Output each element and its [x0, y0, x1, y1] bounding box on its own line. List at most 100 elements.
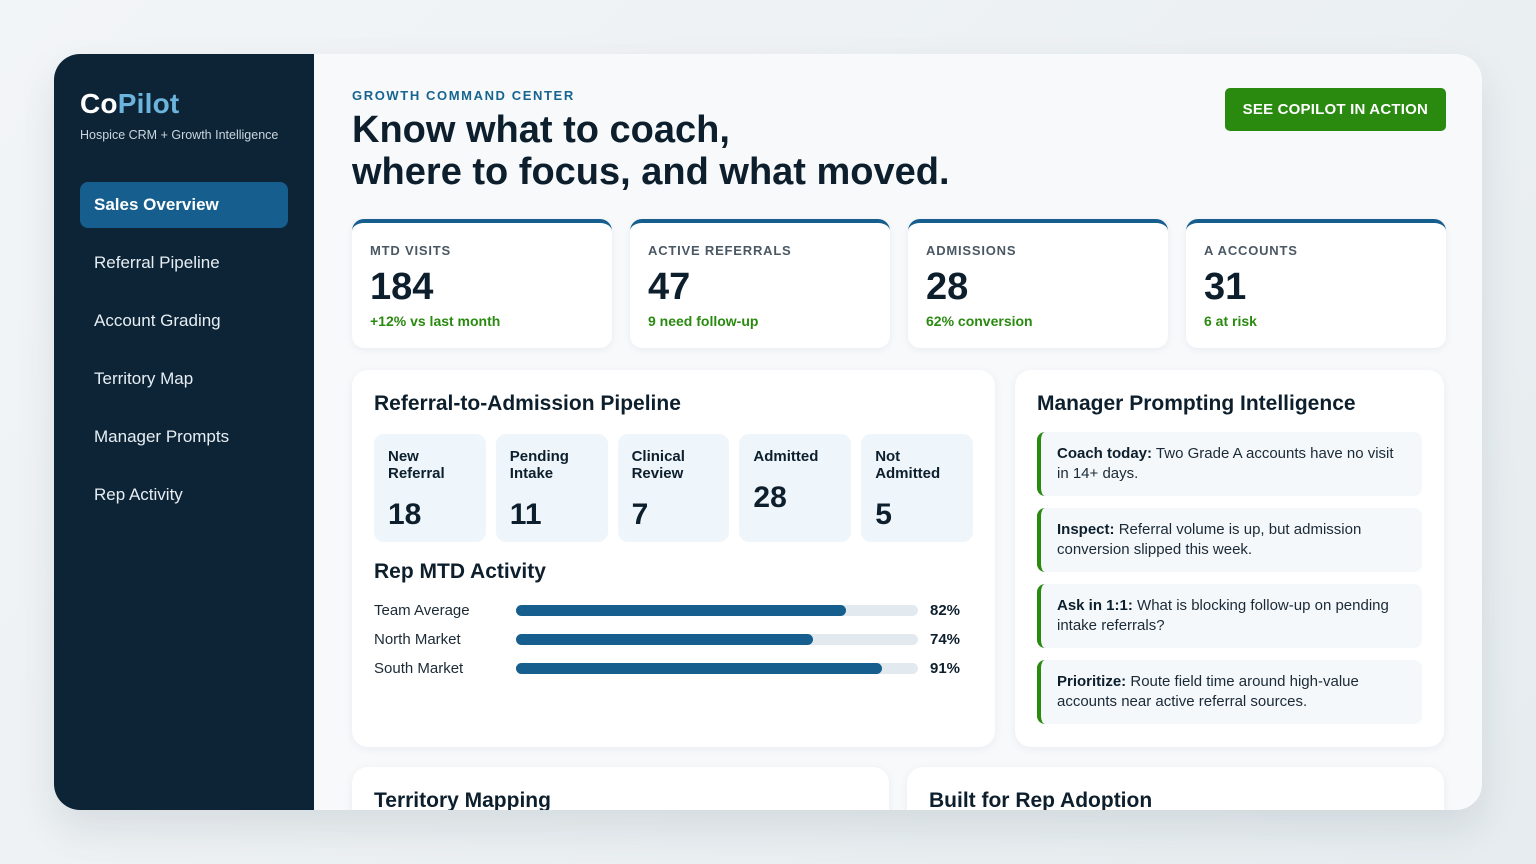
activity-bar-track [516, 634, 918, 645]
kpi-note: 9 need follow-up [648, 313, 759, 329]
activity-row-percent: 74% [930, 631, 961, 648]
pipeline-card: Referral-to-Admission Pipeline New Refer… [352, 370, 995, 747]
territory-mapping-title: Territory Mapping [374, 789, 551, 810]
sidebar: CoPilot Hospice CRM + Growth Intelligenc… [54, 54, 314, 810]
stage-label: Pending Intake [510, 448, 594, 482]
stage-label-line: Referral [388, 465, 445, 482]
prompt-coach-today[interactable]: Coach today: Two Grade A accounts have n… [1037, 432, 1422, 496]
activity-row-percent: 91% [930, 660, 961, 677]
kpi-value: 31 [1204, 266, 1247, 308]
middle-row: Referral-to-Admission Pipeline New Refer… [352, 370, 1446, 747]
stage-value: 18 [388, 498, 422, 531]
stage-not-admitted[interactable]: Not Admitted 5 [861, 434, 973, 542]
territory-mapping-card: Territory Mapping [352, 767, 889, 810]
activity-row-name: North Market [374, 631, 461, 648]
prompt-lead: Ask in 1:1: [1057, 597, 1133, 614]
stage-value: 5 [875, 498, 892, 531]
stage-label-line: Clinical [631, 448, 685, 465]
sidebar-item-sales-overview[interactable]: Sales Overview [80, 182, 288, 228]
sidebar-item-manager-prompts[interactable]: Manager Prompts [94, 427, 230, 446]
manager-prompts-title: Manager Prompting Intelligence [1037, 392, 1356, 415]
bottom-row: Territory Mapping Built for Rep Adoption [352, 767, 1446, 810]
pipeline-title: Referral-to-Admission Pipeline [374, 392, 681, 415]
rep-activity-title: Rep MTD Activity [374, 560, 546, 583]
stage-admitted[interactable]: Admitted 28 [739, 434, 852, 542]
stage-label: New Referral [388, 448, 472, 482]
headline-line-2: where to focus, and what moved. [352, 151, 950, 193]
brand-name-accent: Pilot [117, 88, 180, 119]
activity-bar-fill [516, 663, 882, 674]
activity-bar-track [516, 605, 918, 616]
prompt-text: What is blocking follow-up on pending in… [1057, 597, 1389, 634]
sidebar-item-rep-activity[interactable]: Rep Activity [94, 485, 183, 504]
kpi-label: A ACCOUNTS [1204, 243, 1298, 258]
stage-label: Clinical Review [632, 448, 716, 482]
kpi-label: ADMISSIONS [926, 243, 1017, 258]
brand-tagline: Hospice CRM + Growth Intelligence [80, 128, 279, 142]
kpi-note: 62% conversion [926, 313, 1033, 329]
activity-bar-fill [516, 605, 846, 616]
activity-bar-track [516, 663, 918, 674]
sidebar-item-territory-map[interactable]: Territory Map [94, 369, 194, 388]
manager-prompts-card: Manager Prompting Intelligence Coach tod… [1015, 370, 1444, 747]
kpi-card-a-accounts[interactable]: A ACCOUNTS 31 6 at risk [1186, 219, 1446, 348]
stage-label-line: Pending [509, 448, 569, 465]
sidebar-nav: Sales Overview Referral Pipeline Account… [80, 182, 288, 518]
stage-value: 28 [753, 481, 787, 514]
stage-new-referral[interactable]: New Referral 18 [374, 434, 486, 542]
prompt-text: Referral volume is up, but admission con… [1057, 521, 1362, 558]
kpi-value: 184 [370, 266, 434, 308]
rep-adoption-title: Built for Rep Adoption [929, 789, 1153, 810]
main-content: GROWTH COMMAND CENTER Know what to coach… [314, 54, 1482, 810]
kpi-value: 47 [648, 266, 691, 308]
prompt-lead: Prioritize: [1057, 673, 1127, 690]
stage-label-line: Not [875, 448, 901, 465]
kpi-label: ACTIVE REFERRALS [648, 243, 792, 258]
kpi-label: MTD VISITS [370, 243, 451, 258]
brand-logo[interactable]: CoPilot [80, 88, 288, 120]
prompt-lead: Inspect: [1057, 521, 1115, 538]
stage-label-line: New [388, 448, 419, 465]
activity-row-percent: 82% [930, 602, 961, 619]
stage-label-line: Review [631, 465, 684, 482]
page-headline: Know what to coach, where to focus, and … [352, 109, 1446, 193]
activity-row-name: Team Average [374, 602, 470, 619]
prompt-ask-in-1-1[interactable]: Ask in 1:1: What is blocking follow-up o… [1037, 584, 1422, 648]
pipeline-stages: New Referral 18 Pending Intake 11 [374, 434, 973, 542]
activity-row-south-market: South Market 91% [374, 654, 973, 683]
kpi-card-mtd-visits[interactable]: MTD VISITS 184 +12% vs last month [352, 219, 612, 348]
stage-label-line: Admitted [875, 465, 941, 482]
kpi-row: MTD VISITS 184 +12% vs last month ACTIVE… [352, 219, 1446, 348]
stage-value: 11 [509, 498, 542, 531]
stage-label: Admitted [753, 448, 837, 465]
sidebar-item-account-grading[interactable]: Account Grading [94, 311, 221, 330]
prompt-text: Two Grade A accounts have no visit in 14… [1057, 445, 1394, 482]
kpi-note: 6 at risk [1204, 313, 1257, 329]
stage-clinical-review[interactable]: Clinical Review 7 [617, 434, 730, 542]
stage-label-line: Admitted [753, 448, 819, 465]
prompt-prioritize[interactable]: Prioritize: Route field time around high… [1037, 660, 1422, 724]
kpi-card-admissions[interactable]: ADMISSIONS 28 62% conversion [908, 219, 1168, 348]
activity-row-north-market: North Market 74% [374, 625, 973, 654]
brand-name-start: Co [80, 88, 118, 119]
activity-bar-fill [516, 634, 814, 645]
see-copilot-button[interactable]: SEE COPILOT IN ACTION [1224, 88, 1446, 131]
app-window: CoPilot Hospice CRM + Growth Intelligenc… [54, 54, 1482, 810]
rep-activity-bars: Team Average 82% North Market 74% [374, 596, 973, 683]
page-eyebrow: GROWTH COMMAND CENTER [352, 88, 575, 103]
prompt-inspect[interactable]: Inspect: Referral volume is up, but admi… [1037, 508, 1422, 572]
stage-pending-intake[interactable]: Pending Intake 11 [495, 434, 608, 542]
kpi-value: 28 [926, 266, 969, 308]
prompt-text: Route field time around high-value accou… [1057, 673, 1359, 710]
prompt-lead: Coach today: [1057, 445, 1153, 462]
kpi-card-active-referrals[interactable]: ACTIVE REFERRALS 47 9 need follow-up [630, 219, 890, 348]
kpi-note: +12% vs last month [370, 313, 501, 329]
stage-label: Not Admitted [875, 448, 959, 482]
activity-row-team-average: Team Average 82% [374, 596, 973, 625]
prompt-list: Coach today: Two Grade A accounts have n… [1037, 432, 1422, 724]
stage-label-line: Intake [509, 465, 554, 482]
activity-row-name: South Market [374, 660, 464, 677]
sidebar-item-referral-pipeline[interactable]: Referral Pipeline [94, 253, 220, 272]
rep-adoption-card: Built for Rep Adoption [907, 767, 1444, 810]
headline-line-1: Know what to coach, [352, 109, 730, 151]
